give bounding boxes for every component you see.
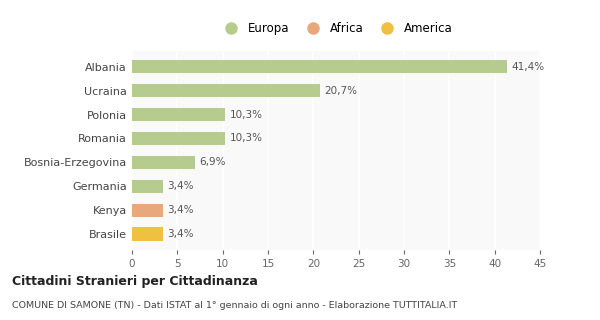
Bar <box>132 228 163 241</box>
Bar <box>132 132 226 145</box>
Text: COMUNE DI SAMONE (TN) - Dati ISTAT al 1° gennaio di ogni anno - Elaborazione TUT: COMUNE DI SAMONE (TN) - Dati ISTAT al 1°… <box>12 301 457 310</box>
Bar <box>132 180 163 193</box>
Text: 3,4%: 3,4% <box>167 205 194 215</box>
Text: 41,4%: 41,4% <box>512 62 545 72</box>
Bar <box>132 156 194 169</box>
Text: 6,9%: 6,9% <box>199 157 226 167</box>
Text: 10,3%: 10,3% <box>230 109 263 120</box>
Text: 10,3%: 10,3% <box>230 133 263 143</box>
Bar <box>132 84 320 97</box>
Bar <box>132 204 163 217</box>
Text: Cittadini Stranieri per Cittadinanza: Cittadini Stranieri per Cittadinanza <box>12 275 258 288</box>
Bar <box>132 108 226 121</box>
Bar <box>132 60 508 73</box>
Legend: Europa, Africa, America: Europa, Africa, America <box>217 20 455 37</box>
Text: 20,7%: 20,7% <box>324 86 357 96</box>
Text: 3,4%: 3,4% <box>167 181 194 191</box>
Text: 3,4%: 3,4% <box>167 229 194 239</box>
